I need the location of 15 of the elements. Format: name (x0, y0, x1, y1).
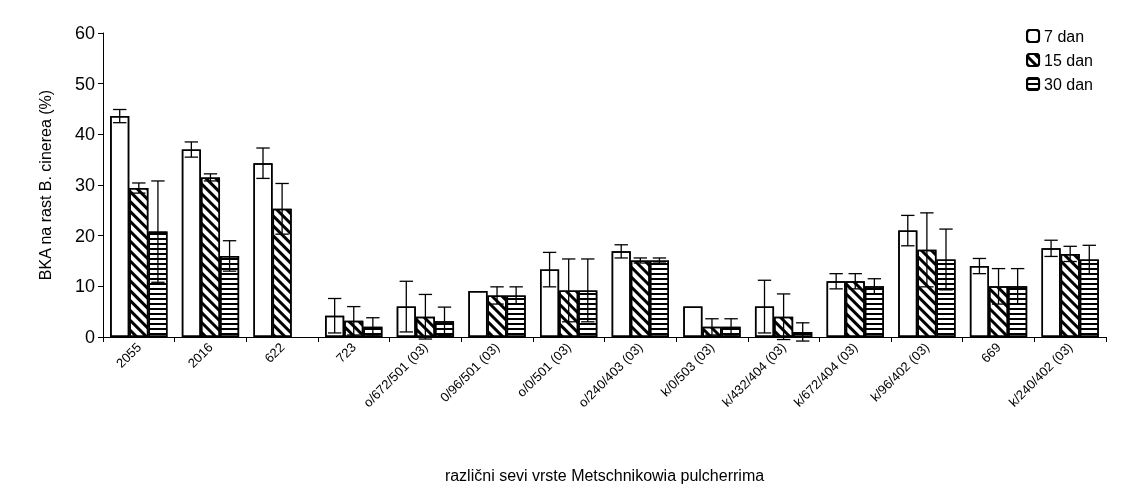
y-tick-label: 40 (74, 124, 95, 145)
x-axis-title: različni sevi vrste Metschnikowia pulcherrima (444, 466, 765, 484)
legend-label: 7 dan (1044, 27, 1085, 45)
legend-label: 15 dan (1044, 51, 1093, 69)
x-tick-label: 669 (977, 339, 1004, 366)
y-axis-title: BKA na rast B. cinerea (%) (36, 89, 54, 281)
legend-label: 30 dan (1044, 75, 1093, 93)
x-tick-label: 622 (261, 339, 288, 366)
y-tick-label: 60 (74, 23, 95, 43)
y-tick-label: 30 (74, 175, 95, 195)
x-tick-label: 723 (333, 339, 360, 366)
y-tick-label: 20 (74, 225, 95, 246)
y-tick-label: 50 (74, 73, 95, 94)
y-tick-label: 0 (84, 327, 95, 347)
y-tick-label: 10 (74, 276, 95, 297)
